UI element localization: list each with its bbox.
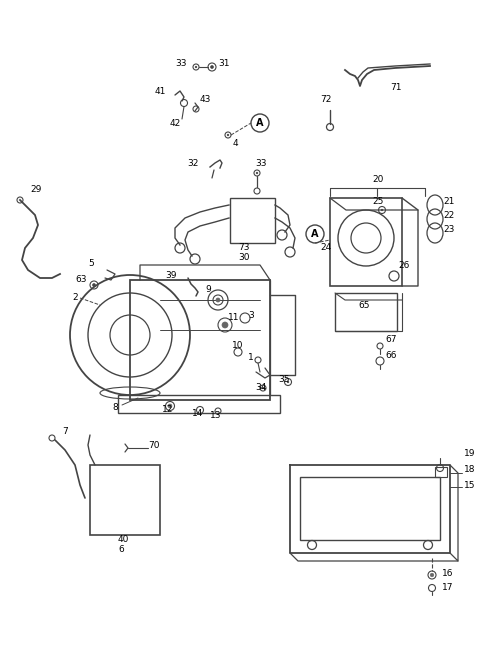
Text: 72: 72 [320, 96, 331, 105]
Text: 21: 21 [443, 198, 455, 206]
Circle shape [216, 298, 220, 302]
Text: 41: 41 [155, 88, 167, 96]
Text: 31: 31 [218, 58, 229, 67]
Bar [330, 198, 402, 286]
Text: 3: 3 [248, 310, 254, 320]
Text: 32: 32 [187, 159, 198, 168]
Text: 70: 70 [148, 441, 159, 449]
Bar [90, 465, 160, 535]
Text: 5: 5 [88, 259, 94, 267]
Text: 14: 14 [192, 409, 204, 417]
Bar [435, 467, 447, 477]
Text: 26: 26 [398, 261, 409, 271]
Text: 25: 25 [372, 196, 384, 206]
Text: 9: 9 [205, 286, 211, 295]
Text: 33: 33 [255, 159, 266, 168]
Text: 16: 16 [442, 569, 454, 578]
Text: 12: 12 [162, 405, 173, 415]
Circle shape [93, 284, 96, 286]
Text: 1: 1 [248, 354, 254, 362]
Bar [335, 293, 397, 331]
Text: 24: 24 [320, 244, 331, 252]
Text: 34: 34 [255, 383, 266, 392]
Text: 39: 39 [165, 271, 177, 280]
Text: 2: 2 [72, 293, 78, 303]
Circle shape [287, 381, 289, 383]
Text: 71: 71 [390, 83, 401, 92]
Circle shape [222, 322, 228, 328]
Text: 67: 67 [385, 335, 396, 345]
Text: 73: 73 [238, 244, 250, 252]
Bar [230, 198, 275, 243]
Circle shape [430, 573, 434, 577]
Bar [300, 477, 440, 540]
Text: 15: 15 [464, 481, 476, 489]
Text: 8: 8 [112, 403, 118, 411]
Text: 33: 33 [175, 58, 187, 67]
Text: 35: 35 [278, 375, 289, 384]
Text: 4: 4 [233, 138, 239, 147]
Text: 42: 42 [170, 119, 181, 128]
Text: 7: 7 [62, 428, 68, 436]
Text: 6: 6 [118, 546, 124, 555]
Text: 40: 40 [118, 536, 130, 544]
Circle shape [262, 387, 264, 389]
Text: 23: 23 [443, 225, 455, 234]
Text: 29: 29 [30, 185, 41, 195]
Circle shape [211, 66, 214, 69]
Bar [118, 395, 280, 413]
Text: 19: 19 [464, 449, 476, 457]
Text: 43: 43 [200, 94, 211, 103]
Bar [130, 280, 270, 400]
Circle shape [381, 209, 383, 211]
Text: 30: 30 [238, 253, 250, 263]
Text: 20: 20 [372, 176, 384, 185]
Text: 63: 63 [75, 276, 86, 284]
Circle shape [195, 66, 197, 68]
Text: 18: 18 [464, 466, 476, 474]
Circle shape [256, 172, 258, 174]
Circle shape [227, 134, 229, 136]
Text: 65: 65 [358, 301, 370, 310]
Text: 13: 13 [210, 411, 221, 419]
Text: A: A [256, 118, 264, 128]
Text: 66: 66 [385, 352, 396, 360]
Text: 11: 11 [228, 314, 240, 322]
Text: 22: 22 [443, 212, 454, 221]
Circle shape [168, 404, 172, 408]
Text: 10: 10 [232, 341, 243, 350]
Text: 17: 17 [442, 582, 454, 591]
Text: A: A [311, 229, 319, 239]
